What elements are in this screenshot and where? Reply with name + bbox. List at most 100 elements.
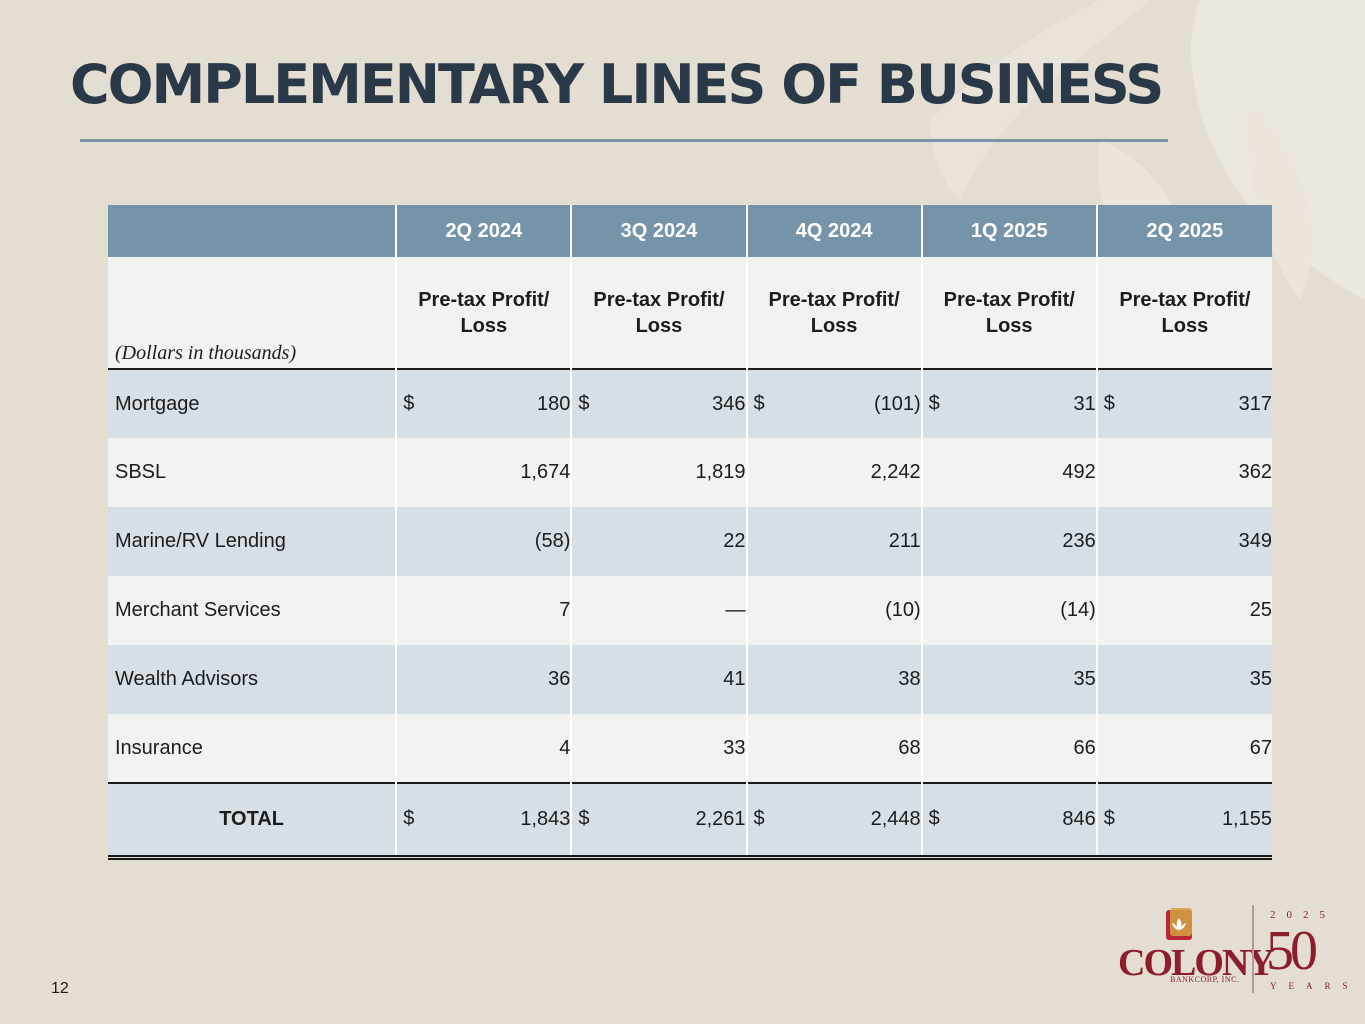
value-cell: 211 [745, 507, 922, 576]
metric-line-2: Loss [635, 314, 683, 337]
anniversary-number: 50 [1266, 920, 1318, 982]
quarter-header: 3Q 2024 [570, 205, 747, 257]
metric-header: Pre-tax Profit/Loss [395, 257, 572, 369]
currency-symbol: $ [403, 807, 415, 830]
cell-value: 346 [712, 392, 746, 415]
value-cell: 7 [395, 576, 572, 645]
currency-symbol: $ [578, 807, 590, 830]
metric-line-2: Loss [810, 314, 858, 337]
total-label: TOTAL [219, 807, 285, 830]
value-cell: $317 [1095, 369, 1272, 438]
value-cell: 1,674 [395, 438, 572, 507]
cell-value: 846 [1062, 807, 1096, 830]
value-cell: 2,242 [745, 438, 922, 507]
quarter-header-row: 2Q 2024 3Q 2024 4Q 2024 1Q 2025 2Q 2025 [108, 205, 1272, 257]
currency-symbol: $ [403, 392, 415, 415]
metric-line-1: Pre-tax Profit/ [1119, 288, 1251, 311]
currency-symbol: $ [1103, 392, 1115, 415]
quarter-header: 2Q 2025 [1095, 205, 1272, 257]
page-number: 12 [51, 980, 69, 997]
currency-symbol: $ [928, 807, 940, 830]
cell-value: 2,448 [870, 807, 921, 830]
metric-line-1: Pre-tax Profit/ [943, 288, 1075, 311]
metric-line-2: Loss [1161, 314, 1209, 337]
anniversary-word: YEARS [1270, 981, 1360, 991]
table-row-merchant-services: Merchant Services 7 — (10) (14) 25 [108, 576, 1272, 645]
table-row-mortgage: Mortgage $180 $346 $ (101) $31 $317 [108, 369, 1272, 438]
total-value-cell: $2,261 [570, 783, 747, 857]
total-value-cell: $1,155 [1095, 783, 1272, 857]
value-cell: — [570, 576, 747, 645]
value-cell: $ (101) [745, 369, 922, 438]
currency-symbol: $ [1103, 807, 1115, 830]
metric-header: Pre-tax Profit/Loss [920, 257, 1097, 369]
value-cell: 41 [570, 645, 747, 714]
row-label: Merchant Services [115, 599, 281, 621]
value-cell: 67 [1095, 714, 1272, 783]
value-cell: 349 [1095, 507, 1272, 576]
row-label: Marine/RV Lending [115, 530, 286, 552]
value-cell: 362 [1095, 438, 1272, 507]
row-label: Insurance [115, 736, 203, 759]
logo-subname: BANKCORP, INC. [1170, 975, 1240, 984]
value-cell: 68 [745, 714, 922, 783]
metric-line-1: Pre-tax Profit/ [593, 288, 725, 311]
value-cell: 4 [395, 714, 572, 783]
value-cell: 36 [395, 645, 572, 714]
metric-header: Pre-tax Profit/Loss [1095, 257, 1272, 369]
metric-header: Pre-tax Profit/Loss [570, 257, 747, 369]
total-value-cell: $2,448 [745, 783, 922, 857]
row-label: SBSL [115, 461, 167, 483]
table-row-sbsl: SBSL 1,674 1,819 2,242 492 362 [108, 438, 1272, 507]
value-cell: 492 [920, 438, 1097, 507]
table-row-wealth-advisors: Wealth Advisors 36 41 38 35 35 [108, 645, 1272, 714]
title-underline [80, 139, 1168, 142]
metric-header-row: (Dollars in thousands) Pre-tax Profit/Lo… [108, 257, 1272, 369]
cell-value: 31 [1073, 392, 1096, 415]
total-value-cell: $846 [920, 783, 1097, 857]
row-label: Wealth Advisors [115, 668, 259, 690]
value-cell: 38 [745, 645, 922, 714]
value-cell: (58) [395, 507, 572, 576]
value-cell: 35 [1095, 645, 1272, 714]
cell-value: 1,155 [1221, 807, 1272, 830]
units-note: (Dollars in thousands) [115, 342, 297, 364]
quarter-header: 4Q 2024 [745, 205, 922, 257]
value-cell: $346 [570, 369, 747, 438]
cell-value: 2,261 [695, 807, 746, 830]
row-label: Mortgage [115, 392, 200, 415]
value-cell: 35 [920, 645, 1097, 714]
page-title: COMPLEMENTARY LINES OF BUSINESS [70, 53, 1164, 116]
cell-value: 317 [1238, 392, 1272, 415]
metric-line-2: Loss [460, 314, 508, 337]
header-blank-cell [108, 205, 396, 257]
value-cell: 66 [920, 714, 1097, 783]
currency-symbol: $ [753, 392, 765, 415]
logo-wordmark: COLONY [1118, 942, 1275, 984]
cell-value: (101) [873, 392, 921, 415]
value-cell: $180 [395, 369, 572, 438]
metric-line-1: Pre-tax Profit/ [768, 288, 900, 311]
table-row-total: TOTAL $1,843 $2,261 $2,448 $846 $1,155 [108, 783, 1272, 857]
value-cell: 33 [570, 714, 747, 783]
cell-value: 1,843 [520, 807, 571, 830]
logo-divider [1252, 905, 1254, 993]
value-cell: 1,819 [570, 438, 747, 507]
value-cell: (10) [745, 576, 922, 645]
anniversary-year: 2025 [1270, 909, 1336, 921]
currency-symbol: $ [753, 807, 765, 830]
quarter-header: 2Q 2024 [395, 205, 572, 257]
value-cell: 236 [920, 507, 1097, 576]
value-cell: $31 [920, 369, 1097, 438]
metric-header: Pre-tax Profit/Loss [745, 257, 922, 369]
value-cell: 25 [1095, 576, 1272, 645]
value-cell: (14) [920, 576, 1097, 645]
table-row-insurance: Insurance 4 33 68 66 67 [108, 714, 1272, 783]
total-value-cell: $1,843 [395, 783, 572, 857]
currency-symbol: $ [928, 392, 940, 415]
value-cell: 22 [570, 507, 747, 576]
table-row-marine-rv: Marine/RV Lending (58) 22 211 236 349 [108, 507, 1272, 576]
lotus-emblem-icon [1166, 908, 1192, 940]
colony-bankcorp-logo: COLONY BANKCORP, INC. 2025 50 YEARS [1112, 905, 1352, 1000]
quarter-header: 1Q 2025 [920, 205, 1097, 257]
